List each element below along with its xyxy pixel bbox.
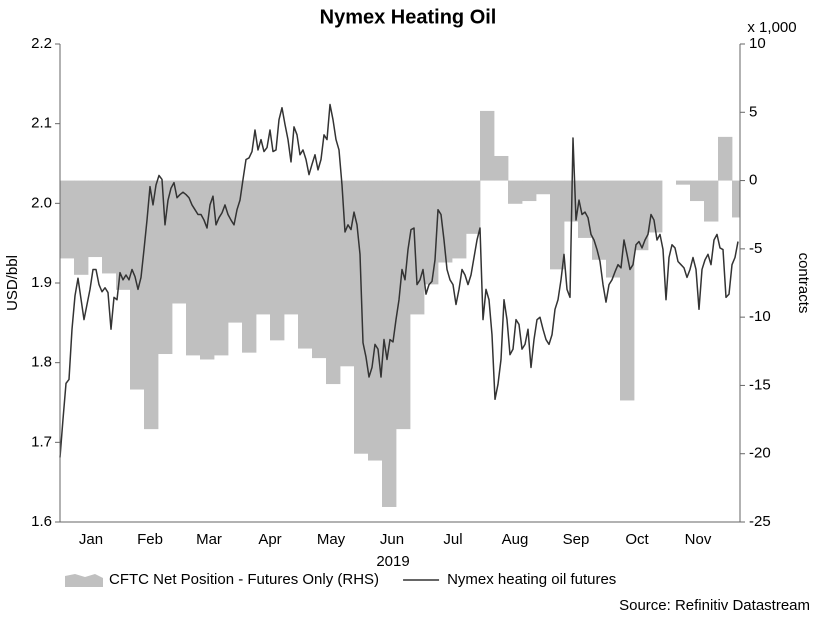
x-tick-label: Aug (502, 531, 529, 548)
x-tick-label: Mar (196, 531, 222, 548)
area-step (410, 180, 425, 315)
y-tick-label: 1.9 (31, 274, 52, 291)
area-step (340, 180, 355, 367)
legend-label: CFTC Net Position - Futures Only (RHS) (109, 571, 379, 588)
area-step (298, 180, 313, 349)
area-step (704, 180, 719, 222)
area-step (522, 180, 537, 202)
area-step (368, 180, 383, 461)
x-tick-label: Nov (685, 531, 712, 548)
x-tick-label: Sep (563, 531, 590, 548)
y2-tick-label: 0 (749, 172, 757, 189)
area-step (452, 180, 467, 259)
area-step (88, 180, 103, 258)
area-step (648, 180, 663, 233)
y2-tick-label: 10 (749, 35, 766, 52)
area-step (270, 180, 285, 341)
x-tick-label: Jun (380, 531, 404, 548)
area-step (186, 180, 201, 356)
legend: CFTC Net Position - Futures Only (RHS) Ny… (65, 571, 616, 588)
y-tick-label: 2.2 (31, 35, 52, 52)
area-step (536, 180, 551, 195)
area-step (256, 180, 271, 315)
y2-tick-label: -10 (749, 308, 771, 325)
y-tick-label: 1.7 (31, 433, 52, 450)
area-step (312, 180, 327, 359)
area-step (494, 155, 509, 181)
x-tick-label: May (317, 531, 346, 548)
area-step (326, 180, 341, 385)
area-step (396, 180, 411, 430)
area-step (480, 110, 495, 181)
y2-tick-label: -15 (749, 376, 771, 393)
area-step (438, 180, 453, 263)
x-tick-label: Jan (79, 531, 103, 548)
y2-tick-label: -5 (749, 240, 762, 257)
y-tick-label: 2.0 (31, 194, 52, 211)
area-step (508, 180, 523, 204)
area-step (550, 180, 565, 270)
area-step (732, 180, 741, 218)
area-step (102, 180, 117, 274)
y-tick-label: 2.1 (31, 115, 52, 132)
area-step (228, 180, 243, 323)
area-step (242, 180, 257, 353)
area-step (606, 180, 621, 278)
y2-tick-label: -25 (749, 513, 771, 530)
x-tick-label: Feb (137, 531, 163, 548)
area-step (690, 180, 705, 202)
y-axis-label: USD/bbl (4, 255, 21, 311)
area-step (354, 180, 369, 454)
area-step (284, 180, 299, 315)
area-step (60, 180, 75, 259)
area-step (172, 180, 187, 304)
area-step (74, 180, 89, 275)
y-tick-label: 1.8 (31, 354, 52, 371)
area-step (214, 180, 229, 356)
area-step (592, 180, 607, 260)
chart-title: Nymex Heating Oil (320, 6, 497, 28)
y2-axis-label: contracts (795, 253, 812, 314)
area-step (200, 180, 215, 360)
x-tick-label: Oct (625, 531, 649, 548)
y2-tick-label: -20 (749, 445, 771, 462)
area-step (718, 136, 733, 181)
y-tick-label: 1.6 (31, 513, 52, 530)
x-tick-label: Apr (258, 531, 281, 548)
line (59, 103, 739, 458)
area-step (144, 180, 159, 430)
area-step (634, 180, 649, 251)
y2-unit: x 1,000 (747, 19, 796, 36)
y2-tick-label: 5 (749, 103, 757, 120)
area-step (158, 180, 173, 355)
x-axis-label: 2019 (376, 553, 409, 570)
area-step (620, 180, 635, 401)
area-step (466, 180, 481, 234)
legend-swatch (65, 574, 103, 587)
x-tick-label: Jul (443, 531, 462, 548)
legend-label: Nymex heating oil futures (447, 571, 616, 588)
area-step (676, 180, 691, 185)
plot-area (59, 103, 741, 507)
area-step (116, 180, 131, 290)
source: Source: Refinitiv Datastream (619, 597, 810, 614)
